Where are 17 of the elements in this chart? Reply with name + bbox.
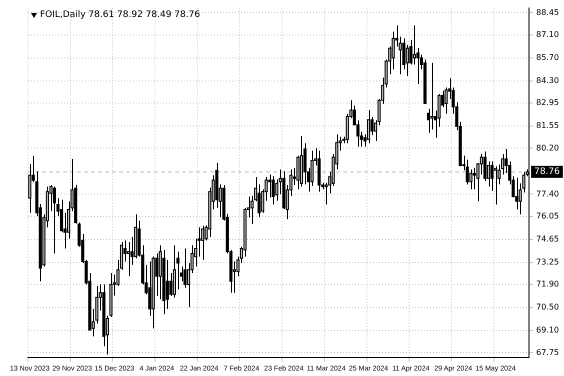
y-tick-label: 87.10 (536, 30, 560, 39)
y-tick-label: 76.05 (536, 211, 560, 220)
y-tick-label: 69.10 (536, 326, 560, 335)
y-tick-label: 85.70 (536, 52, 560, 62)
y-tick-label: 80.20 (536, 143, 560, 152)
y-tick-label: 88.45 (536, 8, 560, 17)
y-tick-label: 74.65 (536, 234, 560, 244)
chart-title: FOIL,Daily 78.61 78.92 78.49 78.76 (40, 10, 200, 20)
y-tick-label: 84.30 (536, 76, 560, 85)
y-tick-label: 70.50 (536, 302, 560, 312)
y-tick-label: 77.40 (536, 189, 560, 198)
y-tick-label: 71.90 (536, 280, 560, 289)
y-tick-label: 73.25 (536, 257, 560, 266)
ref-line-label: 78.76 (534, 167, 560, 178)
y-tick-label: 67.75 (536, 348, 560, 357)
y-tick-label: 81.55 (536, 121, 560, 130)
y-tick-label: 82.95 (536, 98, 560, 108)
